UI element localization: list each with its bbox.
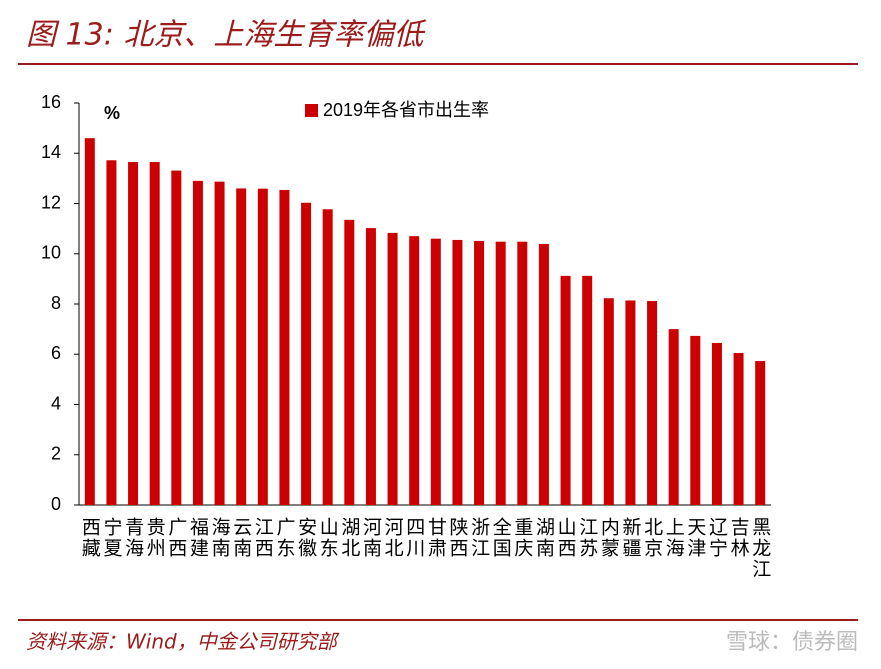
bar — [452, 239, 463, 505]
x-tick-label: 重庆 — [511, 517, 533, 559]
x-tick-label: 天津 — [684, 517, 706, 559]
bar — [409, 236, 420, 505]
bar — [365, 228, 376, 505]
legend-swatch — [305, 104, 318, 117]
x-tick-label: 宁夏 — [100, 517, 122, 559]
x-tick-label: 湖北 — [338, 517, 360, 559]
bar — [192, 180, 203, 505]
legend-label: 2019年各省市出生率 — [323, 100, 489, 120]
y-tick-label: 8 — [51, 293, 61, 313]
y-tick-label: 2 — [51, 444, 61, 464]
x-tick-label: 全国 — [490, 517, 512, 559]
bar — [344, 219, 355, 506]
bar — [625, 300, 636, 505]
bar — [733, 352, 744, 505]
x-tick-label: 福建 — [187, 517, 209, 559]
unit-label: % — [104, 103, 120, 123]
bar — [257, 188, 268, 505]
bar — [711, 342, 722, 505]
x-tick-label: 四川 — [403, 517, 425, 559]
x-tick-label: 上海 — [663, 517, 685, 559]
x-tick-label: 安徽 — [295, 517, 317, 559]
bar — [474, 240, 485, 505]
x-tick-label: 海南 — [209, 517, 231, 559]
bar — [538, 243, 549, 506]
x-tick-label: 陕西 — [446, 517, 468, 559]
bar — [668, 329, 679, 505]
x-tick-label: 湖南 — [533, 517, 555, 559]
x-tick-label: 北京 — [641, 517, 663, 559]
bar — [301, 202, 312, 505]
x-tick-label: 山西 — [555, 517, 577, 559]
x-tick-label: 广东 — [273, 517, 295, 559]
y-tick-label: 0 — [51, 494, 61, 514]
bar — [322, 209, 333, 505]
bar — [755, 361, 766, 505]
x-tick-label: 辽宁 — [706, 517, 728, 559]
bar — [603, 298, 614, 505]
bar — [387, 232, 398, 506]
bar — [495, 241, 506, 505]
bar — [128, 162, 139, 505]
x-tick-label: 山东 — [317, 517, 339, 559]
x-tick-label: 甘肃 — [425, 517, 447, 559]
y-tick-label: 14 — [41, 142, 61, 162]
x-tick-label: 黑龙江 — [749, 517, 771, 580]
watermark: 雪球：债券圈 — [726, 630, 858, 655]
y-tick-label: 10 — [41, 243, 61, 263]
x-tick-label: 河北 — [382, 517, 404, 559]
x-tick-label: 江西 — [252, 517, 274, 559]
x-tick-label: 广西 — [165, 517, 187, 559]
x-tick-label: 江苏 — [576, 517, 598, 559]
bar — [214, 181, 225, 506]
x-tick-label: 浙江 — [468, 517, 490, 559]
chart-title: 图 13: 北京、上海生育率偏低 — [26, 18, 427, 53]
bar — [690, 335, 701, 505]
y-tick-label: 16 — [41, 92, 61, 112]
bar — [647, 300, 658, 505]
y-tick-label: 6 — [51, 343, 61, 363]
bar — [430, 238, 441, 506]
bar — [84, 138, 95, 506]
bar — [517, 241, 528, 505]
x-tick-label: 河南 — [360, 517, 382, 559]
bar — [236, 188, 247, 506]
bar — [279, 189, 290, 505]
x-tick-label: 西藏 — [79, 517, 101, 559]
y-tick-label: 12 — [41, 192, 61, 212]
x-tick-label: 新疆 — [619, 517, 641, 559]
bar — [560, 275, 571, 505]
x-tick-label: 青海 — [122, 517, 144, 559]
bar — [149, 162, 160, 505]
x-tick-label: 吉林 — [728, 517, 750, 559]
x-tick-label: 贵州 — [144, 517, 166, 559]
y-tick-label: 4 — [51, 393, 61, 413]
bar — [171, 170, 182, 505]
source-note: 资料来源：Wind，中金公司研究部 — [26, 630, 340, 654]
bar — [106, 160, 117, 505]
bar — [582, 275, 593, 505]
x-tick-label: 云南 — [230, 517, 252, 559]
x-tick-label: 内蒙 — [598, 517, 620, 559]
